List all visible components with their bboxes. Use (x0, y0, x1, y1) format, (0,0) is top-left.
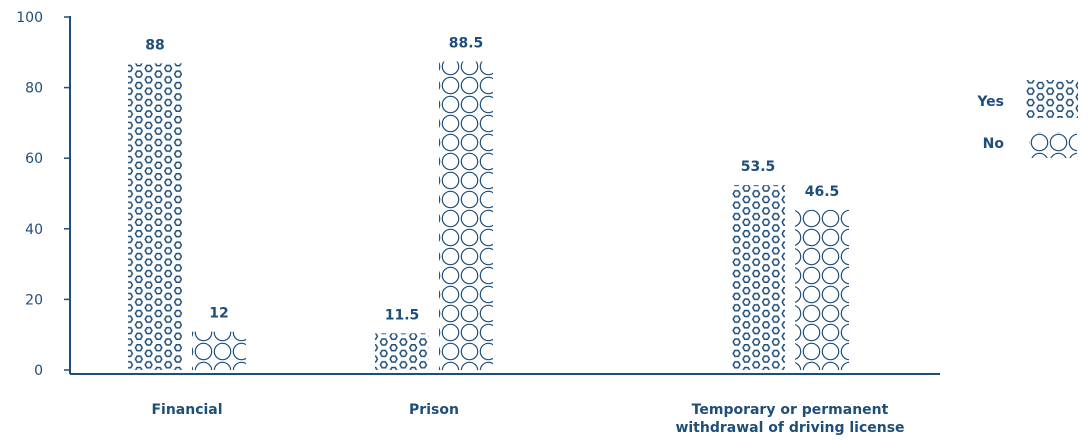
category-label: withdrawal of driving license (675, 420, 904, 436)
data-label: 46.5 (805, 184, 840, 200)
y-tick-label: 100 (16, 10, 43, 26)
data-label: 53.5 (741, 159, 776, 175)
y-tick-label: 60 (25, 151, 43, 167)
y-tick-label: 20 (25, 292, 43, 308)
bar-yes-1 (375, 333, 429, 370)
bar-yes-2 (731, 185, 785, 370)
category-label: Financial (151, 402, 222, 418)
legend-label-no: No (983, 136, 1005, 152)
category-labels-group: Financial Prison Temporary or permanent wit… (151, 402, 904, 436)
y-tick-label: 0 (34, 363, 43, 379)
data-label: 12 (209, 306, 228, 322)
bar-no-0 (192, 331, 246, 370)
legend: Yes No (976, 80, 1078, 158)
legend-label-yes: Yes (976, 94, 1004, 110)
category-label: Temporary or permanent (692, 402, 889, 418)
bars-group (128, 61, 849, 371)
bar-yes-0 (128, 63, 182, 371)
legend-swatch-yes (1026, 80, 1078, 118)
y-tick-label: 80 (25, 81, 43, 97)
data-label: 11.5 (385, 307, 420, 323)
data-label: 88 (145, 37, 164, 53)
y-axis-ticks: 0 20 40 60 80 100 (16, 10, 70, 379)
bar-no-2 (795, 209, 849, 370)
chart-axes (69, 16, 940, 375)
legend-swatch-no (1029, 132, 1077, 158)
data-labels-group: 88 11.5 53.5 12 88.5 46.5 (145, 36, 839, 324)
data-label: 88.5 (449, 36, 484, 52)
y-tick-label: 40 (25, 222, 43, 238)
bar-no-1 (439, 61, 493, 370)
category-label: Prison (409, 402, 459, 418)
